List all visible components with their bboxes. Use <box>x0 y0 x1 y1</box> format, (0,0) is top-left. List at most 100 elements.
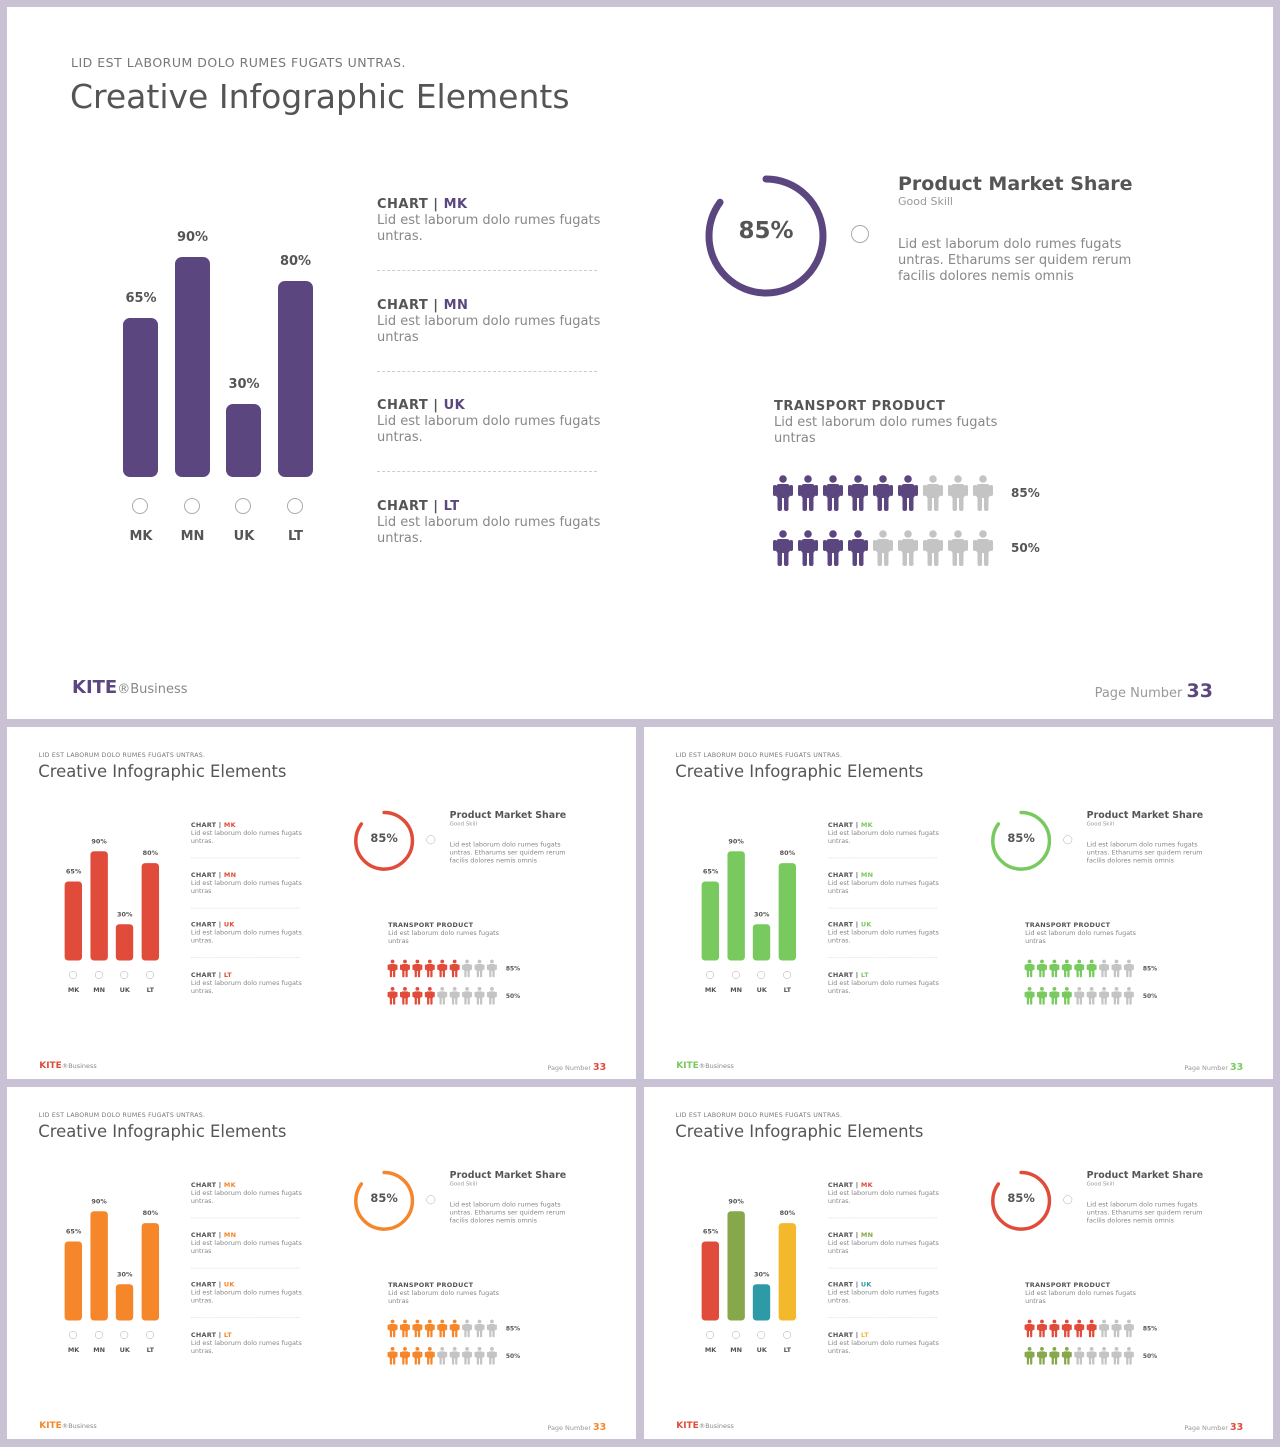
people-row <box>387 1319 499 1340</box>
bar-radio[interactable] <box>782 1330 791 1339</box>
person-icon <box>474 986 485 1005</box>
bar-radio[interactable] <box>731 970 740 979</box>
person-icon <box>823 475 843 511</box>
bar-category-label: LT <box>783 1346 792 1354</box>
dashed-divider <box>377 471 597 472</box>
slide-content: LID EST LABORUM DOLO RUMES FUGATS UNTRAS… <box>644 1087 1273 1439</box>
person-icon <box>412 1319 423 1338</box>
bar-radio[interactable] <box>235 498 251 514</box>
chart-item-title: CHART | LT <box>828 971 869 978</box>
person-icon <box>486 986 497 1005</box>
person-icon <box>1061 986 1072 1005</box>
chart-item-title: CHART | UK <box>191 1281 235 1288</box>
slide-title: Creative Infographic Elements <box>38 761 287 782</box>
slide-multicolor[interactable]: LID EST LABORUM DOLO RUMES FUGATS UNTRAS… <box>644 1087 1273 1439</box>
chart-item-prefix: CHART | <box>827 821 861 829</box>
bar-category-label: UK <box>119 1346 130 1354</box>
chart-item-code: MN <box>860 1231 874 1240</box>
people-row <box>772 475 997 515</box>
chart-item-title: CHART | UK <box>191 921 235 928</box>
slide-kicker: LID EST LABORUM DOLO RUMES FUGATS UNTRAS… <box>675 750 843 759</box>
person-icon <box>462 1346 473 1365</box>
bar-value-label: 30% <box>117 1270 133 1279</box>
bar-radio[interactable] <box>94 970 103 979</box>
slide-title: Creative Infographic Elements <box>70 77 570 116</box>
chart-item-description: Lid est laborum dolo rumes fugats untras… <box>827 1189 939 1205</box>
slide-purple[interactable]: LID EST LABORUM DOLO RUMES FUGATS UNTRAS… <box>7 7 1273 719</box>
market-share-radio[interactable] <box>1063 1195 1073 1205</box>
person-icon <box>898 475 918 511</box>
bar-category-label: LT <box>783 986 792 994</box>
chart-item-description: Lid est laborum dolo rumes fugats untras… <box>827 979 939 995</box>
bar-radio[interactable] <box>706 970 715 979</box>
bar-radio[interactable] <box>286 498 303 514</box>
chart-item-code: UK <box>860 1281 872 1289</box>
bar-radio[interactable] <box>69 970 78 979</box>
market-share-percent: 85% <box>370 831 398 845</box>
slide-green[interactable]: LID EST LABORUM DOLO RUMES FUGATS UNTRAS… <box>644 727 1273 1079</box>
chart-item-description: Lid est laborum dolo rumes fugats untras… <box>827 929 939 945</box>
slide-red[interactable]: LID EST LABORUM DOLO RUMES FUGATS UNTRAS… <box>7 727 636 1079</box>
person-icon <box>1086 959 1097 978</box>
people-row <box>1024 959 1136 980</box>
dashed-divider <box>377 371 597 372</box>
transport-title: TRANSPORT PRODUCT <box>1025 1281 1111 1290</box>
person-icon <box>387 1346 398 1365</box>
person-icon <box>462 1319 473 1338</box>
slide-kicker: LID EST LABORUM DOLO RUMES FUGATS UNTRAS… <box>675 1110 843 1119</box>
brand-name: KITE <box>72 677 118 698</box>
bar-uk <box>115 1284 134 1321</box>
chart-item-description: Lid est laborum dolo rumes fugats untras… <box>827 1289 939 1305</box>
bar-radio[interactable] <box>120 1330 129 1339</box>
market-share-ring <box>354 810 415 871</box>
person-icon <box>400 959 410 978</box>
market-share-title: Product Market Share <box>449 1169 567 1181</box>
chart-item-description: Lid est laborum dolo rumes fugats untras <box>827 1239 939 1255</box>
market-share-radio[interactable] <box>1063 835 1073 845</box>
chart-item-title: CHART | LT <box>191 1331 232 1338</box>
bar-category-label: UK <box>233 529 255 544</box>
bar-radio[interactable] <box>757 970 766 979</box>
bar-value-label: 80% <box>779 1209 796 1218</box>
person-icon <box>1074 1346 1085 1365</box>
bar-radio[interactable] <box>94 1330 103 1339</box>
bar-radio[interactable] <box>782 970 791 979</box>
bar-radio[interactable] <box>757 1330 766 1339</box>
chart-item-code: MN <box>443 298 469 313</box>
brand-logo: KITE®Business <box>39 1060 96 1070</box>
bar-radio[interactable] <box>120 970 129 979</box>
person-icon <box>923 475 943 511</box>
bar-category-label: LT <box>146 986 155 994</box>
market-share-radio[interactable] <box>426 1195 436 1205</box>
chart-item-code: LT <box>223 971 232 979</box>
bar-value-label: 65% <box>702 1228 719 1236</box>
chart-item-title: CHART | MK <box>828 821 873 828</box>
bar-category-label: LT <box>146 1346 155 1354</box>
person-icon <box>437 986 448 1005</box>
bar-radio[interactable] <box>731 1330 740 1339</box>
bar-radio[interactable] <box>145 1330 154 1339</box>
person-icon <box>474 959 485 978</box>
bar-radio[interactable] <box>145 970 154 979</box>
chart-item-title: CHART | MN <box>828 1232 873 1239</box>
page-number-value: 33 <box>1230 1061 1244 1073</box>
bar-radio[interactable] <box>69 1330 78 1339</box>
bar-uk <box>752 924 771 961</box>
market-share-radio[interactable] <box>426 835 436 845</box>
bar-radio[interactable] <box>183 498 200 514</box>
market-share-percent: 85% <box>1007 831 1035 845</box>
people-row-percent: 85% <box>505 1324 521 1332</box>
chart-item-description: Lid est laborum dolo rumes fugats untras… <box>377 414 601 445</box>
slide-orange[interactable]: LID EST LABORUM DOLO RUMES FUGATS UNTRAS… <box>7 1087 636 1439</box>
chart-item-code: UK <box>223 1281 235 1289</box>
chart-item-code: LT <box>443 499 460 514</box>
person-icon <box>773 475 793 511</box>
bar-lt <box>141 863 159 961</box>
brand-logo: KITE®Business <box>676 1420 733 1430</box>
bar-radio[interactable] <box>132 498 148 514</box>
slide-title: Creative Infographic Elements <box>675 761 924 782</box>
market-share-radio[interactable] <box>851 225 869 243</box>
bar-radio[interactable] <box>706 1330 715 1339</box>
chart-item-code: UK <box>443 398 466 413</box>
market-share-description: Lid est laborum dolo rumes fugats untras… <box>449 841 566 865</box>
